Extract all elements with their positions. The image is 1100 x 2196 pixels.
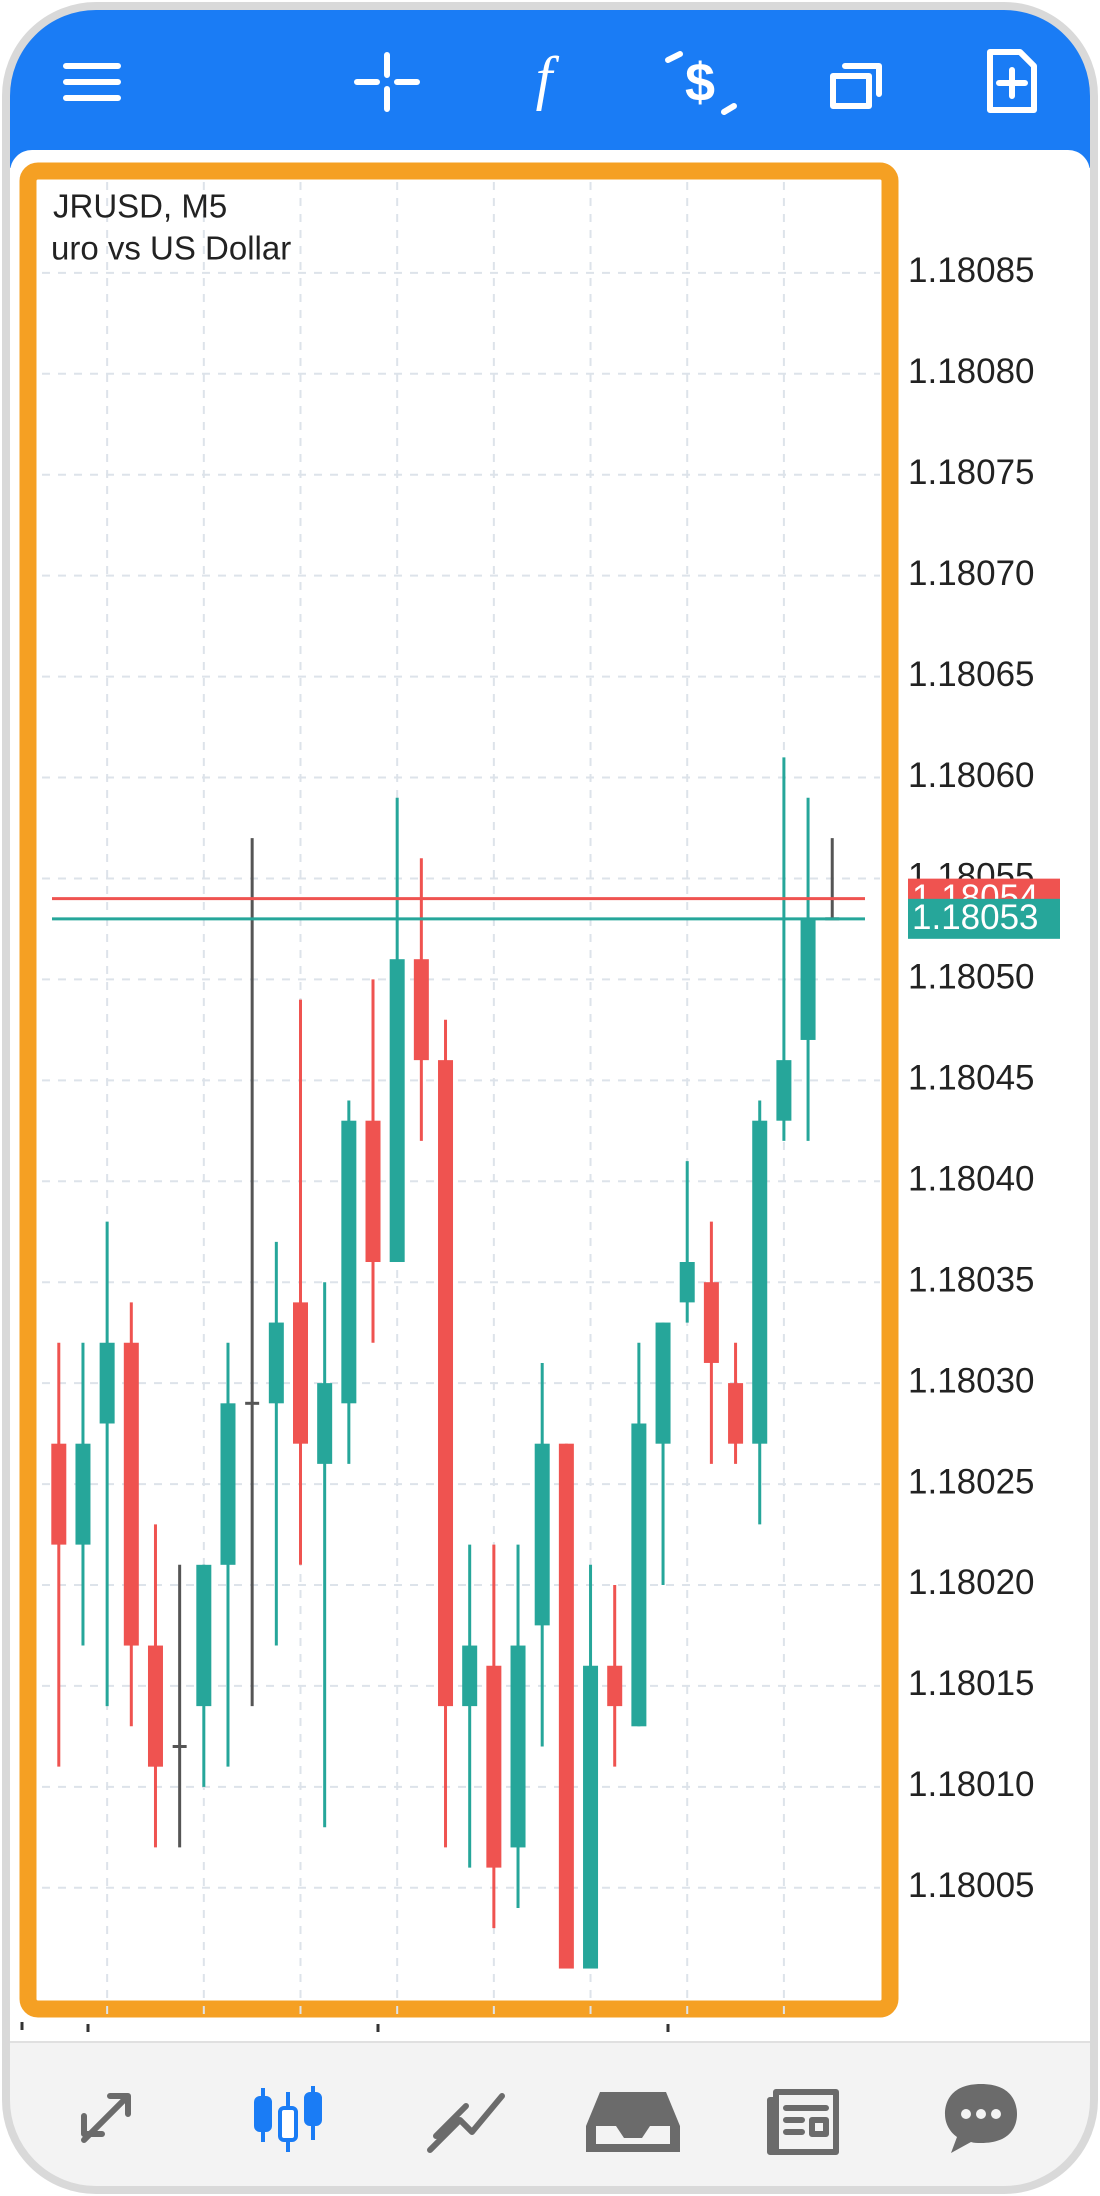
y-tick-label: 1.18080 — [908, 352, 1035, 391]
candle-body — [703, 1282, 719, 1363]
candle-body — [293, 1302, 308, 1444]
candles — [51, 757, 840, 1969]
quotes-tab[interactable] — [81, 2093, 131, 2143]
highlight-frame — [19, 162, 899, 2018]
candle-body — [99, 1342, 115, 1424]
candle-body — [123, 1342, 139, 1646]
candle-body — [317, 1383, 333, 1464]
price-axis: 1.18005 1.18010 1.18015 1.18020 1.18025 1.180… — [908, 251, 1060, 1905]
bottom-nav — [6, 2042, 1094, 2190]
candle-body — [365, 1120, 381, 1263]
y-tick-label: 1.18040 — [908, 1160, 1035, 1199]
trade-tab[interactable] — [427, 2093, 505, 2153]
y-tick-label: 1.18025 — [908, 1462, 1035, 1501]
candle-body — [631, 1423, 647, 1727]
svg-text:$: $ — [685, 52, 715, 112]
y-tick-label: 1.18030 — [908, 1361, 1035, 1400]
symbol-title: JRUSD, M5 — [53, 188, 227, 225]
messages-tab[interactable] — [945, 2084, 1017, 2153]
candle-body — [341, 1120, 357, 1404]
crosshair-button[interactable] — [354, 52, 420, 112]
candle-body — [486, 1665, 502, 1868]
candle-body — [655, 1322, 671, 1444]
trade-button[interactable]: $ — [665, 51, 737, 115]
candle-body — [534, 1443, 550, 1626]
candle-body — [51, 1443, 67, 1545]
y-tick-label: 1.18060 — [908, 756, 1035, 795]
candle-body — [510, 1645, 526, 1848]
chart-tab[interactable] — [254, 2086, 322, 2152]
news-tab[interactable] — [767, 2089, 839, 2155]
candle-body — [776, 1060, 792, 1121]
candle-body — [728, 1383, 744, 1444]
y-tick-label: 1.18050 — [908, 958, 1035, 997]
candle-body — [413, 959, 429, 1061]
top-toolbar — [6, 6, 1094, 168]
candle-body — [800, 918, 816, 1040]
y-tick-label: 1.18070 — [908, 554, 1035, 593]
history-tab[interactable] — [586, 2092, 680, 2152]
candle-body — [147, 1645, 163, 1767]
y-tick-label: 1.18045 — [908, 1059, 1035, 1098]
candle-body — [462, 1645, 478, 1707]
symbol-subtitle: uro vs US Dollar — [51, 230, 291, 267]
new-order-button[interactable] — [987, 49, 1037, 113]
candle-body — [583, 1665, 599, 1969]
candle-body — [607, 1665, 623, 1707]
y-tick-label: 1.18035 — [908, 1260, 1035, 1299]
y-tick-label: 1.18015 — [908, 1664, 1035, 1703]
y-tick-label: 1.18075 — [908, 453, 1035, 492]
candle-body — [389, 959, 405, 1263]
y-tick-label: 1.18010 — [908, 1765, 1035, 1804]
x-axis-ticks — [20, 2022, 670, 2032]
menu-button[interactable] — [63, 63, 121, 101]
y-tick-label: 1.18065 — [908, 655, 1035, 694]
y-tick-label: 1.18020 — [908, 1563, 1035, 1602]
candle-body — [268, 1322, 284, 1404]
candle-body — [752, 1120, 768, 1444]
windows-button[interactable] — [830, 63, 882, 109]
bid-tag — [908, 898, 1060, 939]
y-tick-label: 1.18085 — [908, 251, 1035, 290]
bid-tag-label: 1.18053 — [912, 898, 1039, 937]
candle-body — [438, 1060, 454, 1707]
candle-body — [558, 1443, 574, 1969]
chart-panel — [10, 150, 1090, 2050]
candle-body — [196, 1564, 212, 1707]
candle-body — [679, 1262, 695, 1303]
candle-body — [220, 1403, 236, 1565]
y-tick-label: 1.18005 — [908, 1866, 1035, 1905]
candle-body — [75, 1443, 91, 1545]
